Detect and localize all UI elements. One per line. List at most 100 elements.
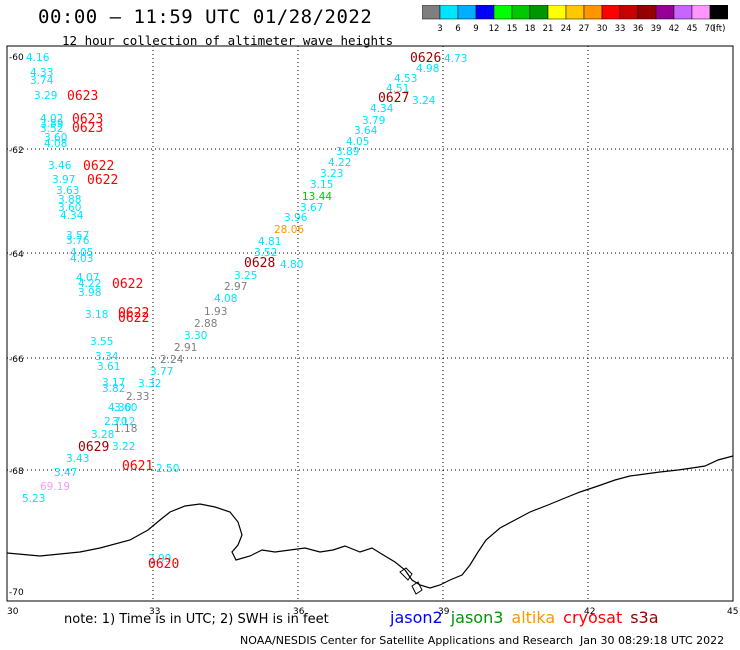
map-frame: [6, 45, 734, 602]
pass-time-label: 0622: [112, 277, 143, 292]
pass-time-label: 0623: [72, 112, 103, 127]
wave-height-value: 4.34: [60, 210, 84, 222]
wave-height-value: 3.60: [114, 402, 137, 414]
legend-s3a: s3a: [630, 608, 659, 627]
longitude-label: 42: [584, 607, 595, 617]
colorbar-swatch: [422, 5, 441, 20]
longitude-label: 39: [438, 607, 450, 617]
wave-height-value: 3.46: [48, 160, 72, 172]
colorbar-swatch: [691, 5, 711, 20]
wave-height-value: 4.81: [258, 236, 281, 248]
colorbar-label: 30: [597, 24, 608, 34]
wave-height-value: 4.05: [70, 247, 93, 259]
antarctic-coastline: [6, 455, 734, 589]
color-scale-bar: 3 6 9 12 15 18 21 24 27 30 33 36 39 42 45 70(ft): [422, 5, 728, 34]
wave-height-value: 3.15: [310, 179, 333, 191]
wave-height-value: 3.23: [320, 168, 343, 180]
wave-height-value: 3.22: [112, 441, 135, 453]
wave-height-value: 4.51: [386, 83, 409, 95]
pass-time-label: 0628: [244, 256, 275, 271]
wave-height-value: 2.91: [174, 342, 197, 354]
wave-height-value: 3.82: [102, 383, 125, 395]
colorbar-label: 33: [615, 24, 626, 34]
latitude-label: -70: [9, 588, 24, 598]
latitude-label: -64: [9, 250, 24, 260]
wave-height-value: 4.07: [76, 272, 99, 284]
wave-height-value: 2.88: [194, 318, 217, 330]
wave-height-value: 3.25: [234, 270, 257, 282]
coastline-inlet: [399, 567, 423, 595]
colorbar-label: 3: [437, 24, 442, 34]
wave-height-value: 3.89: [336, 146, 359, 158]
wave-height-value: 3.18: [85, 309, 108, 321]
wave-height-value: 3.77: [150, 366, 173, 378]
wave-height-value: 2.97: [224, 281, 247, 293]
wave-height-value: 3.17: [102, 377, 125, 389]
wave-height-value: 4.08: [44, 138, 67, 150]
colorbar-label: 27: [579, 24, 590, 34]
wave-height-value: 3.55: [90, 336, 113, 348]
wave-height-value: 4.22: [78, 278, 101, 290]
pass-time-label: 0623: [72, 121, 103, 136]
longitude-label: 30: [7, 607, 19, 617]
wave-height-value: 13.44: [302, 191, 332, 203]
colorbar-swatch: [511, 5, 531, 20]
latitude-label: -66: [9, 355, 24, 365]
legend-cryosat: cryosat: [563, 608, 623, 627]
generated-timestamp: Jan 30 08:29:18 UTC 2022: [580, 634, 725, 647]
latitude-label: -68: [9, 467, 24, 477]
wave-height-value: 2.33: [126, 391, 149, 403]
wave-height-value: 3.60: [44, 132, 67, 144]
wave-height-value: 1.93: [204, 306, 227, 318]
colorbar-label: 70: [705, 24, 716, 34]
colorbar-swatch: [475, 5, 495, 20]
colorbar-label: 18: [525, 24, 536, 34]
wave-height-value: 3.63: [56, 185, 79, 197]
pass-time-label: 0622: [118, 306, 149, 321]
colorbar-swatch: [547, 5, 567, 20]
pass-time-label: 0621: [122, 459, 153, 474]
wave-height-value: 3.28: [91, 429, 114, 441]
wave-height-value: 3.30: [184, 330, 207, 342]
pass-time-label: 0620: [148, 557, 179, 572]
wave-height-value: 28.06: [274, 224, 304, 236]
wave-height-value: 3.67: [300, 202, 323, 214]
wave-height-value: 3.12: [112, 416, 135, 428]
wave-height-value: 3.24: [412, 95, 436, 107]
wave-height-value: 4.02: [40, 113, 63, 125]
pass-time-label: 0622: [87, 173, 118, 188]
colorbar-label: 36: [633, 24, 644, 34]
credit-line: NOAA/NESDIS Center for Satellite Applica…: [240, 634, 574, 647]
colorbar-swatch: [655, 5, 675, 20]
pass-time-label: 0627: [378, 91, 409, 106]
wave-height-value: 1.18: [114, 423, 137, 435]
wave-height-value: 4.03: [70, 253, 93, 265]
wave-height-value: 4.53: [394, 73, 417, 85]
colorbar-label: 45: [687, 24, 698, 34]
colorbar-label: 42: [669, 24, 680, 34]
wave-height-value: 4.73: [444, 53, 467, 65]
wave-height-value: 3.96: [284, 212, 308, 224]
pass-time-label: 0622: [118, 311, 149, 326]
satellite-legend: jason2 jason3 altika cryosat s3a: [390, 608, 667, 627]
wave-height-value: 3.88: [58, 194, 81, 206]
colorbar-swatch: [457, 5, 477, 20]
legend-jason2: jason2: [390, 608, 443, 627]
wave-height-value: 3.43: [66, 453, 89, 465]
wave-height-value: 4.22: [328, 157, 351, 169]
colorbar-label: 21: [543, 24, 554, 34]
longitude-label: 45: [727, 607, 738, 617]
colorbar-label: 39: [651, 24, 662, 34]
wave-height-value: 3.89: [40, 118, 63, 130]
wave-height-value: 3.47: [54, 467, 77, 479]
wave-height-value: 4.33: [30, 67, 53, 79]
wave-height-value: 69.19: [40, 481, 70, 493]
wave-height-value: 4.05: [346, 136, 369, 148]
colorbar-label: 15: [507, 24, 518, 34]
colorbar-label: 6: [455, 24, 460, 34]
colorbar-swatch: [583, 5, 603, 20]
wave-height-value: 3.57: [66, 230, 89, 242]
longitude-labels: 30 33 36 39 42 45: [7, 607, 738, 617]
wave-height-value: 2.50: [156, 463, 179, 475]
colorbar-swatch: [565, 5, 585, 20]
